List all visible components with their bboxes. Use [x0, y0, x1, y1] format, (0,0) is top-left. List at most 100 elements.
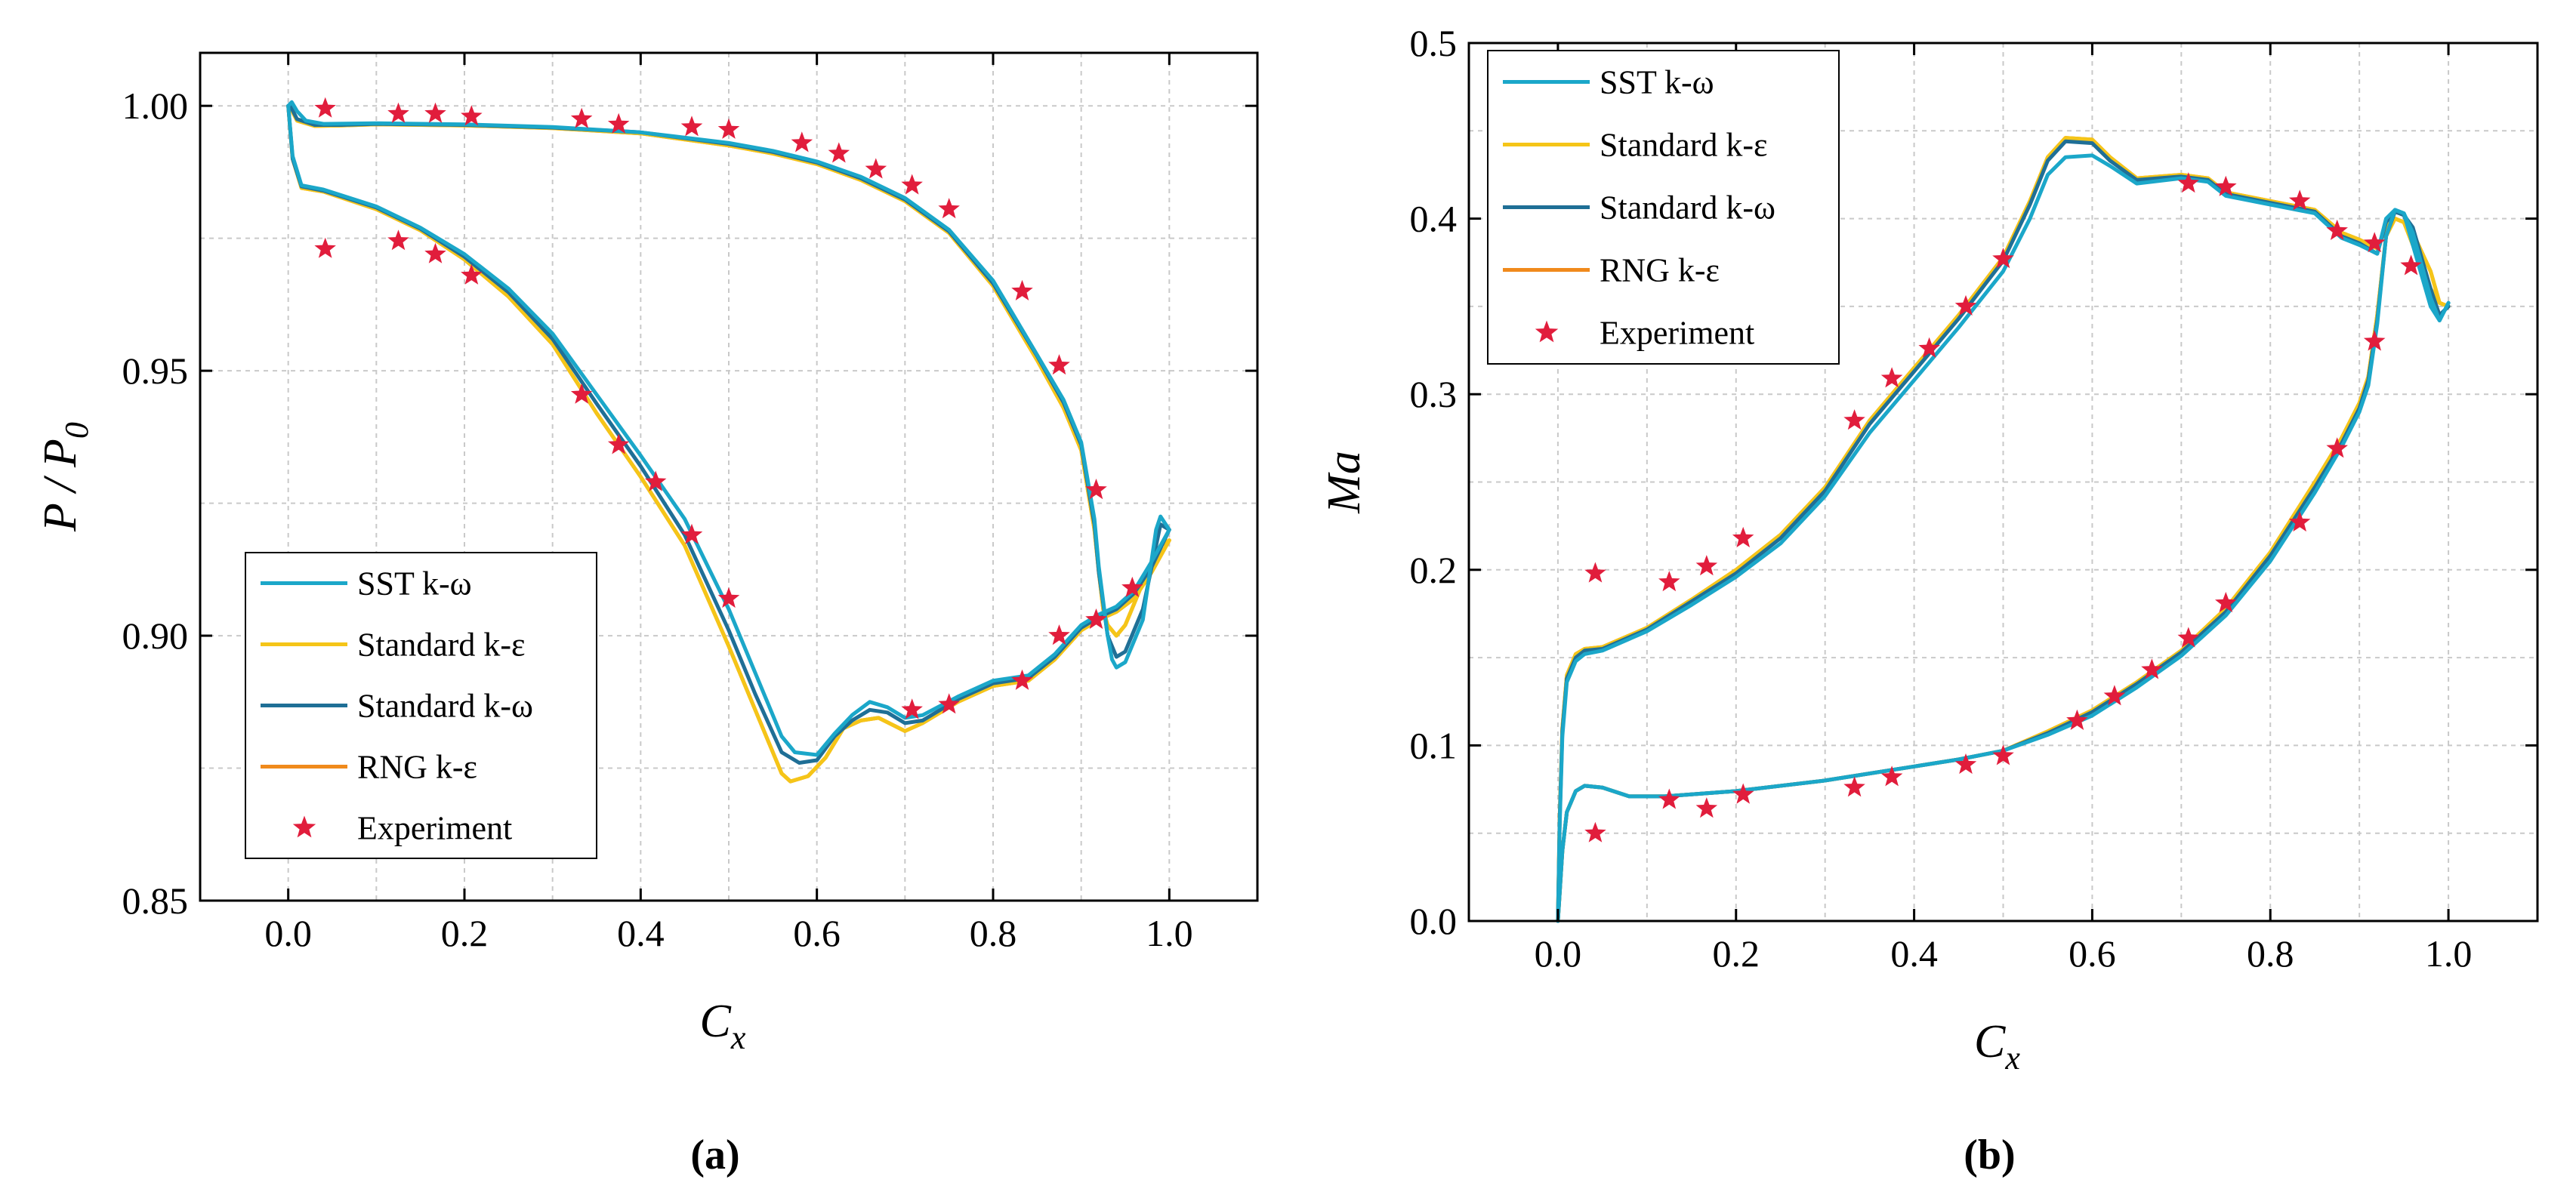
- experiment-point: [901, 174, 923, 195]
- legend-item: Standard k-ω: [261, 688, 533, 725]
- legend-label: Standard k-ω: [357, 688, 533, 725]
- x-tick-label: 1.0: [1146, 912, 1193, 954]
- legend-label: Experiment: [1600, 315, 1754, 352]
- experiment-point: [1695, 555, 1718, 576]
- x-tick-label: 0.6: [793, 912, 841, 954]
- experiment-point: [1732, 783, 1754, 804]
- experiment-point: [1048, 354, 1070, 375]
- experiment-point: [1121, 576, 1143, 597]
- ticks: 0.0 0.2 0.4 0.6 0.8 1.0 0.85 0.90 0.95 1.00: [122, 53, 1257, 954]
- experiment-point: [424, 102, 446, 123]
- experiment-point: [2288, 511, 2311, 532]
- experiment-point: [607, 433, 630, 454]
- y-axis-label: P / P0: [35, 422, 95, 532]
- y-tick-label: 0.85: [122, 879, 189, 922]
- experiment-point: [461, 105, 483, 126]
- legend-item: Standard k-ε: [1503, 127, 1768, 164]
- experiment-point: [2215, 175, 2237, 196]
- y-tick-label: 0.90: [122, 615, 189, 657]
- experiment-point: [865, 158, 887, 179]
- legend-marker-experiment: [1535, 320, 1559, 343]
- experiment-point: [1843, 776, 1865, 797]
- experiment-point: [1992, 744, 2014, 765]
- experiment-point: [717, 587, 740, 608]
- legend-label: RNG k-ε: [357, 749, 477, 786]
- panel-label: (a): [690, 1132, 739, 1178]
- panel-a: 0.0 0.2 0.4 0.6 0.8 1.0 0.85 0.90 0.95 1.00 Cx P / …: [35, 51, 1259, 1178]
- x-tick-label: 0.8: [970, 912, 1017, 954]
- panel-label: (b): [1964, 1132, 2015, 1178]
- x-tick-label: 0.8: [2247, 932, 2294, 975]
- experiment-point: [1918, 337, 1940, 358]
- experiment-point: [680, 116, 703, 137]
- experiment-point: [314, 237, 336, 258]
- experiment-point: [938, 198, 960, 219]
- experiment-point: [570, 107, 593, 128]
- legend-item: Experiment: [292, 810, 512, 847]
- experiment-point: [461, 263, 483, 285]
- experiment-point: [901, 698, 923, 719]
- legend-item: Standard k-ε: [261, 627, 526, 664]
- legend-item: SST k-ω: [261, 565, 472, 602]
- experiment-point: [2103, 685, 2126, 706]
- series-group: [286, 100, 1171, 784]
- y-tick-label: 0.1: [1410, 724, 1458, 766]
- experiment-point: [2215, 592, 2237, 613]
- y-tick-label: 0.5: [1410, 22, 1458, 64]
- legend-box: [1487, 50, 1840, 365]
- y-axis-label-main: P / P: [35, 439, 86, 532]
- experiment-point: [2066, 709, 2088, 730]
- panel-b: 0.0 0.2 0.4 0.6 0.8 1.0 0.0 0.1 0.2 0.3 0.4 0.5 Cx Ma…: [1319, 22, 2539, 1178]
- experiment-point: [1992, 248, 2014, 269]
- legend-label: SST k-ω: [1600, 64, 1714, 101]
- plot-frame: [199, 51, 1259, 902]
- experiment-point: [424, 242, 446, 263]
- experiment-point: [2363, 330, 2386, 351]
- experiment-point: [717, 118, 740, 139]
- legend-label: Standard k-ε: [357, 627, 526, 664]
- y-axis-label-sub: 0: [58, 422, 95, 439]
- y-tick-label: 0.95: [122, 350, 189, 392]
- experiment-point: [2177, 172, 2199, 193]
- experiment-point: [1954, 294, 1977, 316]
- experiment-point: [938, 693, 960, 714]
- experiment-point: [1085, 479, 1107, 500]
- experiment-point: [1843, 409, 1865, 430]
- experiment-point: [607, 112, 630, 134]
- legend-item: Experiment: [1535, 315, 1754, 352]
- legend-label: Experiment: [357, 810, 512, 847]
- experiment-point: [1954, 753, 1977, 775]
- legend-item: Standard k-ω: [1503, 189, 1775, 226]
- x-tick-label: 0.4: [617, 912, 665, 954]
- experiment-point: [1880, 367, 1903, 388]
- y-tick-label: 0.3: [1410, 373, 1458, 415]
- legend: SST k-ω Standard k-ε Standard k-ω RNG k-ε Ex…: [1487, 50, 1840, 365]
- experiment-point: [1880, 765, 1903, 787]
- x-axis-label-main: C: [700, 996, 732, 1047]
- ticks: 0.0 0.2 0.4 0.6 0.8 1.0 0.0 0.1 0.2 0.3 0.4 0.5: [1410, 22, 2537, 975]
- x-tick-label: 1.0: [2425, 932, 2473, 975]
- x-axis-label: Cx: [700, 996, 746, 1056]
- y-tick-label: 1.00: [122, 85, 189, 127]
- series-group: [1556, 136, 2451, 923]
- series-line-sst-k-ω-lower: [286, 103, 1171, 757]
- experiment-point: [2363, 232, 2386, 253]
- experiment-point: [1011, 279, 1033, 300]
- experiment-points: [1584, 172, 2422, 842]
- experiment-point: [570, 383, 593, 404]
- experiment-point: [2326, 219, 2348, 240]
- x-tick-label: 0.2: [1713, 932, 1760, 975]
- legend-item: SST k-ω: [1503, 64, 1714, 101]
- experiment-point: [1658, 571, 1680, 592]
- experiment-point: [2400, 254, 2422, 276]
- x-axis-label: Cx: [1974, 1016, 2020, 1077]
- experiment-point: [1695, 797, 1718, 818]
- experiment-point: [1584, 562, 1606, 583]
- plot-frame: [1467, 42, 2539, 923]
- x-tick-label: 0.6: [2069, 932, 2116, 975]
- experiment-point: [1085, 608, 1107, 630]
- experiment-point: [2288, 189, 2311, 211]
- legend-marker-experiment: [292, 815, 316, 838]
- experiment-point: [828, 142, 850, 163]
- experiment-point: [387, 229, 409, 251]
